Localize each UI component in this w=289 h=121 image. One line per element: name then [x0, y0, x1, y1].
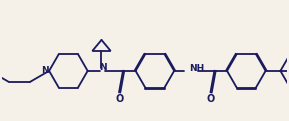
Text: N: N [99, 63, 106, 72]
Text: NH: NH [189, 64, 204, 73]
Text: N: N [41, 66, 49, 75]
Text: O: O [115, 94, 123, 104]
Text: O: O [207, 94, 215, 104]
